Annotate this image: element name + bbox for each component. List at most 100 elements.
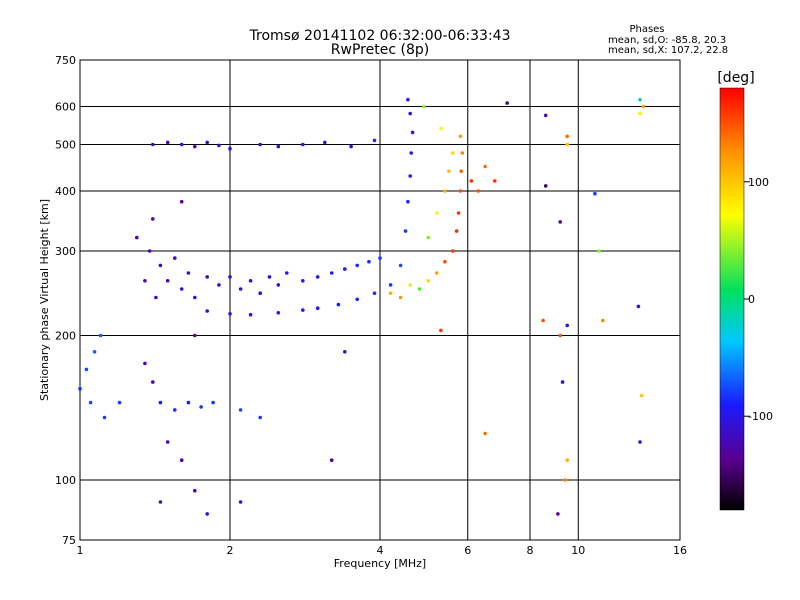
data-point [276,144,281,149]
data-point [315,275,320,279]
y-tick-label: 400 [55,185,76,198]
data-point [315,306,320,311]
phase-stats-o: mean, sd,O: -85.8, 20.3 [608,35,726,46]
data-point [165,440,170,444]
grid-lines [80,60,680,540]
data-point [565,323,569,328]
data-point [372,291,377,296]
colorbar-label: [deg] [717,70,754,86]
data-point [343,350,347,354]
phase-header: Phases [629,24,664,35]
data-point [349,144,353,149]
data-point [276,311,281,315]
data-point [117,400,122,405]
x-axis-label: Frequency [MHz] [334,557,426,570]
data-point [636,304,641,309]
data-point [173,408,177,412]
x-tick-label: 16 [673,544,687,557]
data-point [638,440,642,444]
data-point [329,458,334,463]
data-point [638,97,642,102]
data-point [565,458,569,463]
data-point [558,220,562,224]
data-point [398,295,403,300]
data-point [336,302,341,307]
data-point [597,249,601,253]
data-point [193,144,197,149]
colorbar-tick-label: 0 [748,293,755,306]
data-point [458,189,463,193]
data-point [217,283,221,287]
data-point [639,393,644,398]
data-point [638,111,642,116]
data-point [238,500,243,504]
colorbar-tick-label: -100 [748,410,773,423]
data-point [301,142,305,147]
data-point [199,405,203,409]
data-point [267,275,272,279]
data-point [193,488,197,493]
data-point [439,126,443,131]
data-point [378,256,382,260]
data-point [543,184,548,188]
y-tick-label: 750 [55,54,76,67]
data-point [258,415,263,420]
colorbar-ticks: 100 0 -100 [744,176,773,423]
data-points [78,97,645,516]
phase-stats-x: mean, sd,X: 107.2, 22.8 [608,45,728,56]
data-point [151,142,155,147]
data-point [388,291,393,296]
y-tick-label: 100 [55,474,76,487]
data-point [398,263,403,268]
data-point [403,229,408,233]
data-point [451,151,455,155]
data-point [408,111,413,116]
data-point [205,275,209,279]
data-point [276,283,281,287]
data-point [443,189,447,193]
y-tick-label: 75 [62,534,76,547]
data-point [193,295,197,300]
data-point [493,179,497,183]
data-point [84,367,89,372]
data-point [408,174,413,178]
data-point [593,191,597,196]
data-point [211,400,215,405]
y-tick-label: 300 [55,245,76,258]
data-point [558,333,562,338]
data-point [147,249,152,253]
data-point [238,287,243,291]
data-point [186,271,191,275]
data-point [179,458,184,463]
data-point [301,308,305,312]
data-point [143,361,147,366]
data-point [505,101,510,105]
data-point [285,271,289,275]
data-point [323,140,327,145]
data-point [469,179,474,183]
x-tick-label: 8 [527,544,534,557]
data-point [459,169,464,173]
data-point [258,291,263,296]
data-point [408,283,413,287]
data-point [435,271,439,275]
data-point [565,142,569,147]
x-tick-label: 1 [77,544,84,557]
data-point [447,169,451,173]
data-point [543,113,548,118]
data-point [158,400,163,405]
data-point [406,199,410,204]
data-point [228,275,232,279]
data-point [205,140,209,145]
data-point [476,189,481,193]
data-point [601,318,605,323]
data-point [248,279,253,283]
data-point [355,263,360,268]
data-point [458,134,463,139]
data-point [409,151,414,155]
data-point [158,500,163,504]
data-point [179,287,184,291]
data-point [426,279,431,283]
data-point [406,97,410,102]
